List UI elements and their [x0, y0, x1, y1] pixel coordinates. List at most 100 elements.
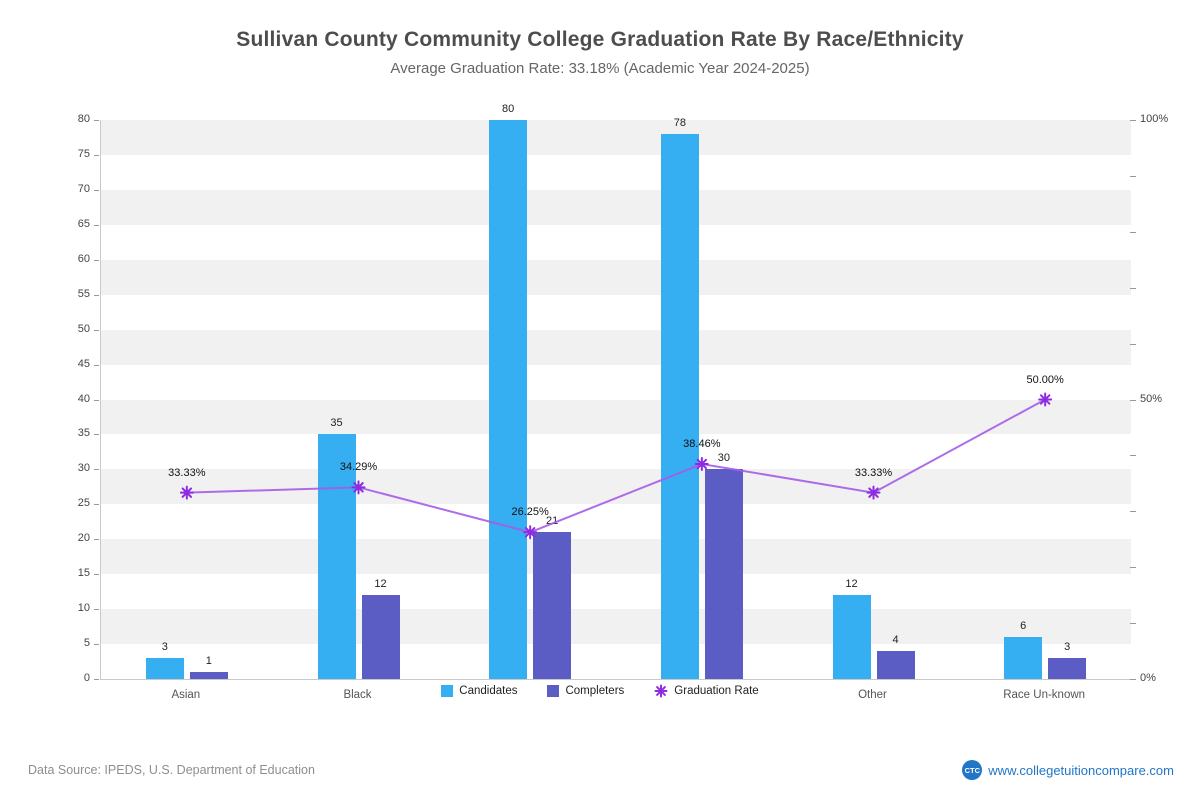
right-axis-tick-label: 0% — [1140, 672, 1156, 684]
right-axis-tick-mark — [1130, 511, 1136, 513]
bar-completers — [189, 672, 228, 679]
legend-label: Graduation Rate — [674, 685, 759, 697]
left-axis-tick-label: 55 — [77, 287, 90, 300]
left-axis-tick-label: 20 — [77, 532, 90, 545]
site-link[interactable]: www.collegetuitioncompare.com — [988, 762, 1174, 778]
left-axis-tick-label: 0 — [83, 672, 90, 684]
left-axis-tick-label: 15 — [77, 567, 90, 580]
rate-value-label: 38.46% — [683, 438, 721, 450]
left-axis-tick-mark — [94, 364, 99, 366]
plot-band — [101, 329, 1131, 365]
plot-band — [101, 294, 1131, 330]
bar-value-label: 30 — [717, 452, 730, 465]
legend-item-graduation-rate[interactable]: Graduation Rate — [654, 684, 759, 698]
right-axis-tick-mark — [1130, 343, 1136, 345]
left-axis-tick-label: 50 — [77, 322, 90, 335]
right-axis-tick-mark — [1130, 175, 1136, 177]
right-axis-tick-label: 100% — [1140, 113, 1169, 125]
rate-value-label: 26.25% — [511, 506, 549, 519]
plot-band — [101, 259, 1131, 295]
page-title: Sullivan County Community College Gradua… — [236, 28, 964, 51]
left-axis-tick-label: 10 — [77, 602, 90, 615]
right-axis-tick-mark — [1130, 679, 1136, 680]
bar-candidates — [145, 658, 184, 679]
chart-subtitle: Average Graduation Rate: 33.18% (Academi… — [390, 60, 810, 77]
bar-value-label: 4 — [892, 634, 899, 647]
plot-area: 3 35 80 78 12 6 1 12 21 30 4 3 33.33% 34.29% 26.25% 38.… — [100, 103, 1131, 680]
bar-candidates — [660, 133, 699, 679]
right-axis-tick-mark — [1130, 567, 1136, 569]
left-axis-tick-mark — [94, 120, 99, 121]
category-label: Race Un-known — [1003, 689, 1086, 701]
bar-value-label: 3 — [161, 641, 168, 654]
left-axis-tick-mark — [94, 259, 99, 261]
plot-band — [101, 469, 1131, 505]
bar-completers — [1048, 658, 1087, 679]
bar-candidates — [489, 120, 528, 679]
bar-value-label: 80 — [502, 103, 515, 115]
bar-candidates — [1004, 637, 1043, 679]
bar-completers — [876, 651, 915, 679]
right-axis-tick-mark — [1130, 120, 1136, 121]
left-axis-tick-label: 75 — [77, 147, 90, 160]
plot-band — [101, 574, 1131, 610]
left-axis-tick-label: 25 — [77, 497, 90, 510]
bar-value-label: 6 — [1020, 620, 1027, 633]
legend-label: Completers — [565, 685, 625, 697]
left-axis-tick-mark — [94, 609, 99, 611]
left-axis-tick-mark — [94, 539, 99, 541]
left-axis-tick-mark — [94, 644, 99, 646]
plot-band — [101, 224, 1131, 260]
plot-band — [101, 189, 1131, 225]
legend-swatch-icon — [547, 685, 560, 697]
rate-value-label: 33.33% — [854, 466, 893, 479]
rate-value-label: 34.29% — [339, 461, 378, 474]
plot-band — [101, 644, 1131, 679]
legend-item-candidates[interactable]: Candidates — [441, 685, 517, 697]
right-axis-tick-mark — [1130, 399, 1136, 401]
legend: Candidates Completers Graduation Rate — [0, 684, 1200, 698]
plot-band — [101, 154, 1131, 190]
plot-band — [101, 399, 1131, 435]
left-axis-tick-mark — [94, 679, 99, 680]
plot-band — [101, 539, 1131, 575]
left-axis-tick-mark — [94, 574, 99, 576]
left-axis-tick-mark — [94, 294, 99, 296]
right-axis-tick-mark — [1130, 287, 1136, 289]
left-axis-tick-mark — [94, 504, 99, 506]
left-axis-tick-label: 60 — [77, 252, 90, 265]
bar-candidates — [832, 595, 871, 679]
bar-value-label: 78 — [673, 116, 686, 129]
plot-band — [101, 434, 1131, 470]
plot-band — [101, 609, 1131, 645]
left-axis-tick-mark — [94, 469, 99, 471]
right-axis-tick-mark — [1130, 231, 1136, 233]
left-axis-tick-mark — [94, 399, 99, 401]
bar-completers — [361, 595, 400, 679]
left-axis-tick-label: 5 — [83, 637, 90, 650]
left-axis-tick-label: 45 — [77, 357, 90, 370]
bar-completers — [533, 532, 572, 679]
bar-value-label: 1 — [205, 655, 212, 667]
left-axis-tick-label: 35 — [77, 427, 90, 440]
legend-item-completers[interactable]: Completers — [547, 685, 624, 697]
data-source-note: Data Source: IPEDS, U.S. Department of E… — [28, 763, 315, 777]
left-axis-tick-mark — [94, 154, 99, 156]
bar-value-label: 35 — [330, 417, 343, 430]
left-axis-tick-label: 40 — [77, 392, 90, 405]
legend-swatch-icon — [441, 685, 454, 697]
ctc-logo-icon[interactable]: CTC — [962, 760, 983, 780]
left-axis-tick-mark — [94, 434, 99, 436]
left-axis-tick-label: 80 — [77, 113, 90, 125]
right-axis-tick-mark — [1130, 623, 1136, 625]
category-label: Other — [858, 689, 887, 701]
bar-value-label: 12 — [374, 578, 387, 591]
legend-label: Candidates — [459, 685, 518, 697]
bar-completers — [704, 469, 743, 679]
category-label: Asian — [171, 689, 201, 701]
footer-site: CTC www.collegetuitioncompare.com — [962, 760, 1174, 780]
bar-value-label: 3 — [1064, 641, 1071, 654]
right-axis-tick-mark — [1130, 455, 1136, 457]
plot-band — [101, 364, 1131, 400]
left-axis-tick-label: 65 — [77, 217, 90, 230]
